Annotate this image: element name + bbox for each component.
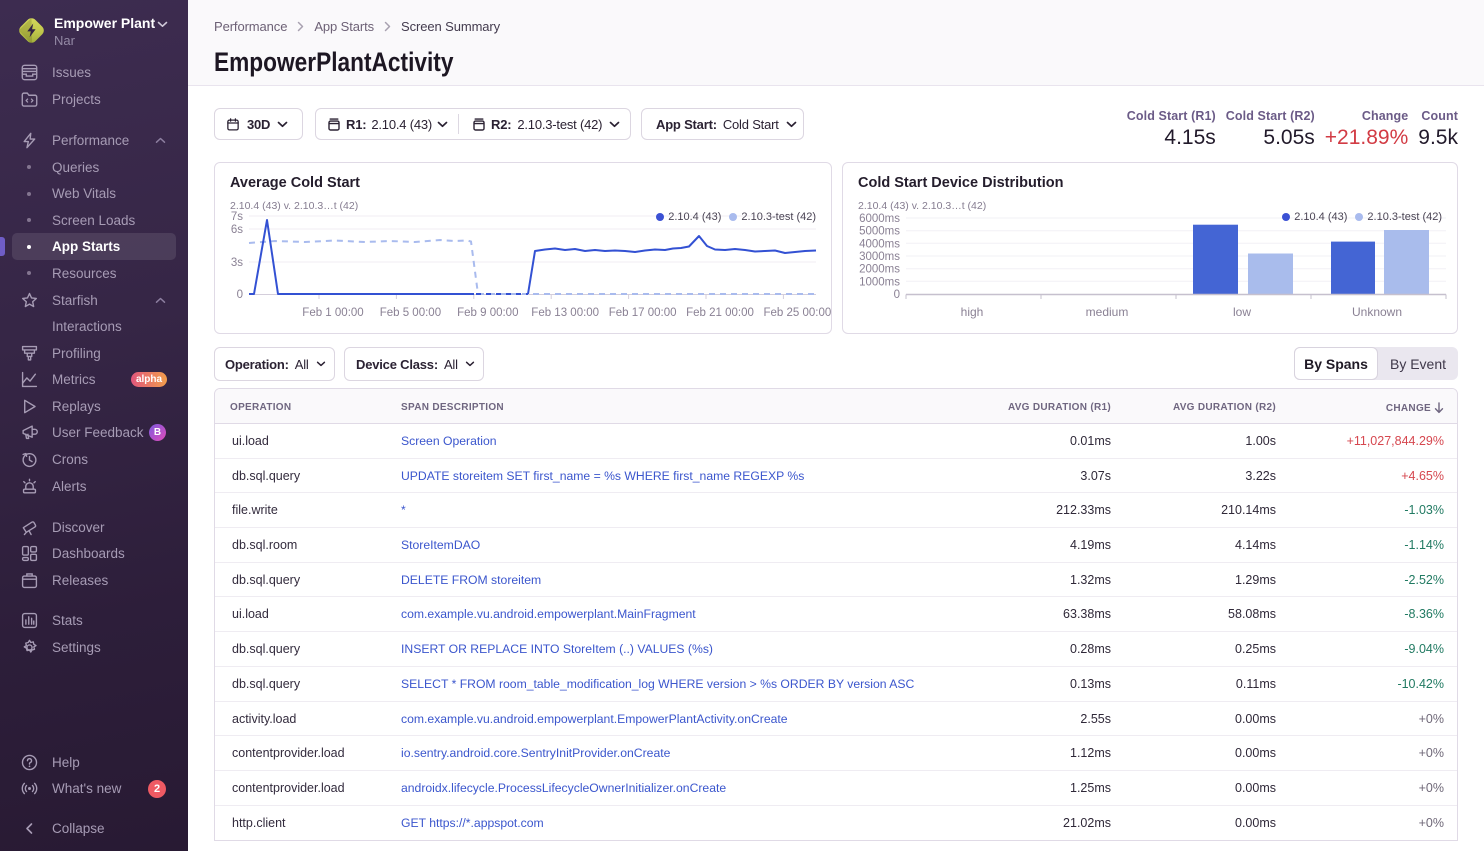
svg-text:6s: 6s	[231, 224, 243, 236]
svg-text:0: 0	[237, 289, 243, 301]
svg-text:5000ms: 5000ms	[859, 226, 900, 238]
svg-text:Feb 1 00:00: Feb 1 00:00	[302, 307, 363, 319]
svg-text:Feb 13 00:00: Feb 13 00:00	[531, 307, 599, 319]
svg-text:3000ms: 3000ms	[859, 251, 900, 263]
svg-text:3s: 3s	[231, 257, 243, 269]
svg-text:0: 0	[894, 289, 900, 301]
svg-text:medium: medium	[1086, 305, 1129, 319]
svg-text:Feb 9 00:00: Feb 9 00:00	[457, 307, 518, 319]
svg-text:Feb 21 00:00: Feb 21 00:00	[686, 307, 754, 319]
svg-text:Feb 5 00:00: Feb 5 00:00	[380, 307, 441, 319]
svg-text:low: low	[1233, 305, 1251, 319]
svg-text:6000ms: 6000ms	[859, 213, 900, 225]
svg-text:1000ms: 1000ms	[859, 276, 900, 288]
svg-text:Feb 17 00:00: Feb 17 00:00	[609, 307, 677, 319]
svg-text:Feb 25 00:00: Feb 25 00:00	[764, 307, 831, 319]
svg-text:2000ms: 2000ms	[859, 264, 900, 276]
svg-text:Unknown: Unknown	[1352, 305, 1402, 319]
svg-text:4000ms: 4000ms	[859, 238, 900, 250]
svg-text:7s: 7s	[231, 211, 243, 223]
svg-text:high: high	[961, 305, 984, 319]
